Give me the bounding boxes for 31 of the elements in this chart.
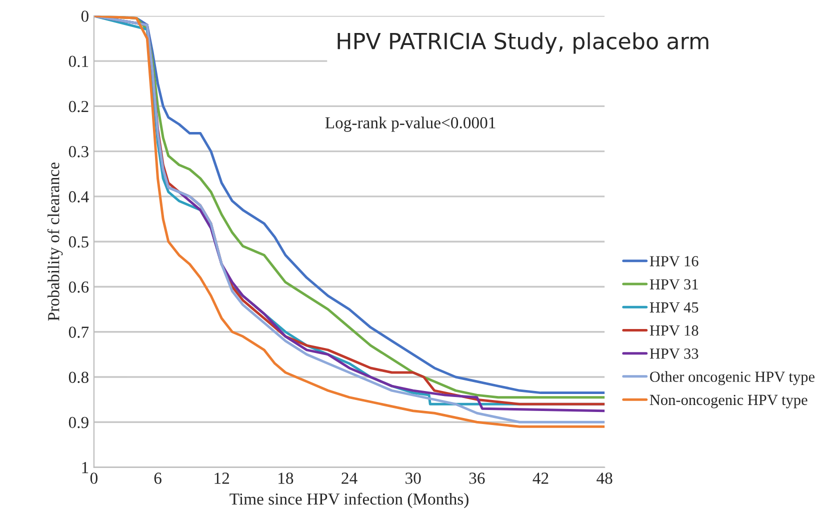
legend-label: HPV 16 [650,256,698,266]
x-tick-label: 48 [596,472,612,484]
text: HPV PATRICIA Study, placebo arm [338,32,708,54]
y-tick-label: 0.3 [68,146,88,158]
legend-label: Other oncogenic HPV type [650,371,815,386]
y-tick-label: 0.7 [68,326,89,338]
legend-label: HPV 33 [650,348,698,359]
y-tick-label: 0.9 [68,416,88,428]
x-axis-title: Time since HPV infection (Months) [230,492,468,508]
x-tick-label: 30 [406,472,421,484]
legend-label: Non-oncogenic HPV type [650,394,808,408]
x-tick-label: 0 [90,472,98,484]
x-tick-label: 36 [469,472,485,484]
x-tick-label: 12 [214,472,230,484]
y-tick-label: 0.2 [68,100,88,112]
x-tick-label: 24 [342,472,358,484]
x-tick-label: 18 [278,472,294,484]
y-tick-label: 1 [82,462,88,474]
legend-label: HPV 31 [650,279,698,290]
annotation: Log-rank p-value<0.0001 [325,116,496,132]
x-tick-label: 6 [154,472,162,484]
y-tick-label: 0.5 [68,236,88,248]
legend-label: HPV 18 [650,325,698,336]
x-tick-label: 42 [532,472,548,484]
y-tick-label: 0 [81,10,88,22]
y-tick-label: 0.1 [68,56,88,68]
legend-label: HPV 45 [650,302,698,313]
y-axis-title: Probability of clearance [47,162,63,321]
y-tick-label: 0.6 [68,281,89,293]
y-tick-label: 0.8 [68,372,88,384]
y-tick-label: 0.4 [68,191,89,202]
